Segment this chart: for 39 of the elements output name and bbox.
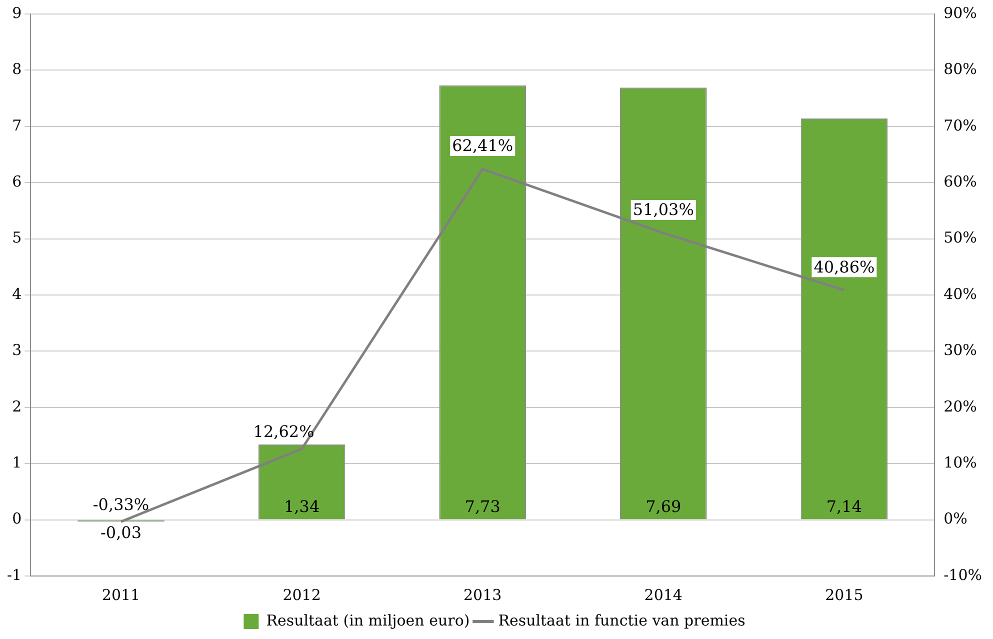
y2-tick-label: 90% (944, 4, 977, 22)
y-tick-label: 9 (12, 4, 22, 22)
y2-tick-label: 70% (944, 116, 977, 134)
y2-tick-label: 40% (944, 284, 977, 303)
y2-tick-label: 80% (944, 60, 977, 78)
data-label: 12,62% (253, 422, 314, 442)
y-tick-label: 0 (12, 510, 22, 528)
y-tick-label: 5 (12, 228, 22, 247)
y-tick-label: 1 (12, 453, 22, 472)
y2-tick-label: 60% (944, 172, 977, 190)
data-label: 7,14 (826, 496, 862, 516)
y2-tick-label: -10% (944, 566, 982, 584)
x-tick-label: 2014 (644, 586, 682, 604)
legend-label: Resultaat in functie van premies (498, 611, 746, 630)
data-label: 7,69 (646, 496, 682, 516)
y2-tick-label: 0% (944, 510, 968, 528)
y-tick-label: 4 (12, 284, 22, 303)
y2-tick-label: 30% (944, 341, 977, 360)
y-tick-label: 3 (12, 341, 22, 360)
y-tick-label: 2 (12, 397, 22, 416)
y2-tick-label: 20% (944, 397, 977, 416)
x-tick-label: 2012 (282, 586, 321, 604)
data-label: 62,41% (452, 136, 514, 156)
y-tick-label: 8 (12, 60, 22, 78)
y-tick-label: 6 (12, 172, 22, 190)
x-tick-label: 2013 (464, 586, 502, 604)
data-label: 51,03% (632, 200, 694, 220)
legend-label: Resultaat (in miljoen euro) (266, 611, 470, 630)
data-label: 1,34 (284, 496, 320, 516)
y-tick-label: 7 (12, 116, 22, 134)
data-label: -0,03 (100, 522, 142, 542)
data-label: 7,73 (464, 496, 500, 516)
y2-tick-label: 50% (944, 228, 977, 247)
data-label: 40,86% (814, 257, 875, 276)
data-label: -0,33% (92, 494, 150, 514)
y-tick-label: -1 (6, 566, 22, 584)
x-tick-label: 2011 (102, 586, 140, 604)
x-tick-label: 2015 (825, 586, 864, 604)
y2-tick-label: 10% (944, 453, 977, 472)
